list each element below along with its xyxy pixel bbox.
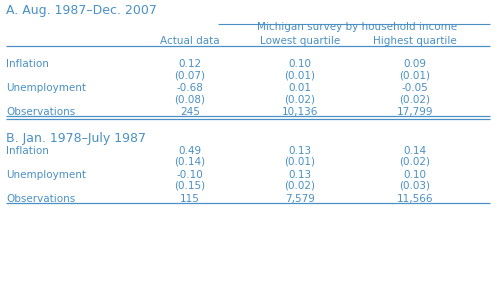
Text: -0.68: -0.68 <box>177 83 203 93</box>
Text: 10,136: 10,136 <box>282 107 318 117</box>
Text: B. Jan. 1978–July 1987: B. Jan. 1978–July 1987 <box>6 132 146 145</box>
Text: (0.02): (0.02) <box>285 181 315 191</box>
Text: Actual data: Actual data <box>160 36 220 46</box>
Text: 0.49: 0.49 <box>179 146 201 156</box>
Text: 11,566: 11,566 <box>397 194 433 204</box>
Text: (0.02): (0.02) <box>399 157 431 167</box>
Text: Observations: Observations <box>6 194 75 204</box>
Text: 115: 115 <box>180 194 200 204</box>
Text: Unemployment: Unemployment <box>6 83 86 93</box>
Text: 0.13: 0.13 <box>289 170 311 180</box>
Text: Unemployment: Unemployment <box>6 170 86 180</box>
Text: (0.02): (0.02) <box>285 94 315 104</box>
Text: 0.14: 0.14 <box>403 146 427 156</box>
Text: 0.10: 0.10 <box>289 59 311 69</box>
Text: 245: 245 <box>180 107 200 117</box>
Text: 0.12: 0.12 <box>179 59 201 69</box>
Text: 0.09: 0.09 <box>404 59 427 69</box>
Text: (0.03): (0.03) <box>399 181 431 191</box>
Text: (0.01): (0.01) <box>399 70 431 80</box>
Text: (0.08): (0.08) <box>175 94 205 104</box>
Text: 0.10: 0.10 <box>404 170 427 180</box>
Text: -0.05: -0.05 <box>402 83 429 93</box>
Text: 0.13: 0.13 <box>289 146 311 156</box>
Text: (0.01): (0.01) <box>285 70 315 80</box>
Text: (0.14): (0.14) <box>175 157 205 167</box>
Text: Michigan survey by household income: Michigan survey by household income <box>257 22 457 32</box>
Text: 7,579: 7,579 <box>285 194 315 204</box>
Text: 17,799: 17,799 <box>397 107 433 117</box>
Text: Inflation: Inflation <box>6 146 49 156</box>
Text: (0.01): (0.01) <box>285 157 315 167</box>
Text: A. Aug. 1987–Dec. 2007: A. Aug. 1987–Dec. 2007 <box>6 4 157 17</box>
Text: (0.07): (0.07) <box>175 70 205 80</box>
Text: (0.15): (0.15) <box>175 181 205 191</box>
Text: Inflation: Inflation <box>6 59 49 69</box>
Text: -0.10: -0.10 <box>177 170 203 180</box>
Text: Highest quartile: Highest quartile <box>373 36 457 46</box>
Text: (0.02): (0.02) <box>399 94 431 104</box>
Text: 0.01: 0.01 <box>289 83 311 93</box>
Text: Lowest quartile: Lowest quartile <box>260 36 340 46</box>
Text: Observations: Observations <box>6 107 75 117</box>
